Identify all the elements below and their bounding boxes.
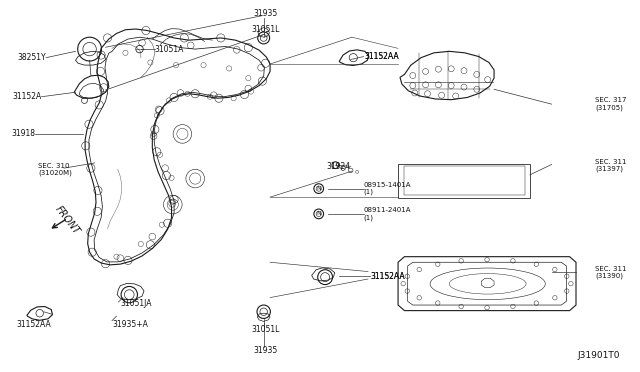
Text: 38251Y: 38251Y xyxy=(17,53,46,62)
Text: SEC. 311
(31397): SEC. 311 (31397) xyxy=(595,159,627,172)
Text: 31152A: 31152A xyxy=(12,92,42,101)
Text: 31935: 31935 xyxy=(253,9,278,18)
Text: 31935+A: 31935+A xyxy=(112,320,148,329)
Text: 31924: 31924 xyxy=(326,162,351,171)
Text: FRONT: FRONT xyxy=(53,204,81,236)
Text: 31051A: 31051A xyxy=(155,45,184,54)
Text: N: N xyxy=(316,186,321,191)
Text: 311S2AA: 311S2AA xyxy=(365,52,399,61)
Text: 31918: 31918 xyxy=(12,129,35,138)
Text: 31152AA: 31152AA xyxy=(370,272,404,280)
Text: 31152AA: 31152AA xyxy=(16,320,51,329)
Text: J31901T0: J31901T0 xyxy=(577,351,620,360)
Text: 31935: 31935 xyxy=(253,346,278,355)
Text: 31152AA: 31152AA xyxy=(365,52,399,61)
Text: 31051JA: 31051JA xyxy=(120,299,152,308)
Text: SEC. 311
(31390): SEC. 311 (31390) xyxy=(595,266,627,279)
Text: SEC. 310
(31020M): SEC. 310 (31020M) xyxy=(38,163,72,176)
Text: 08911-2401A
(1): 08911-2401A (1) xyxy=(364,207,411,221)
Text: SEC. 317
(31705): SEC. 317 (31705) xyxy=(595,97,627,111)
Text: 31051L: 31051L xyxy=(252,25,280,34)
Text: N: N xyxy=(316,211,321,217)
Text: 311S2AA: 311S2AA xyxy=(370,272,404,280)
Text: 08915-1401A
(1): 08915-1401A (1) xyxy=(364,182,411,195)
Text: 31051L: 31051L xyxy=(252,326,280,334)
